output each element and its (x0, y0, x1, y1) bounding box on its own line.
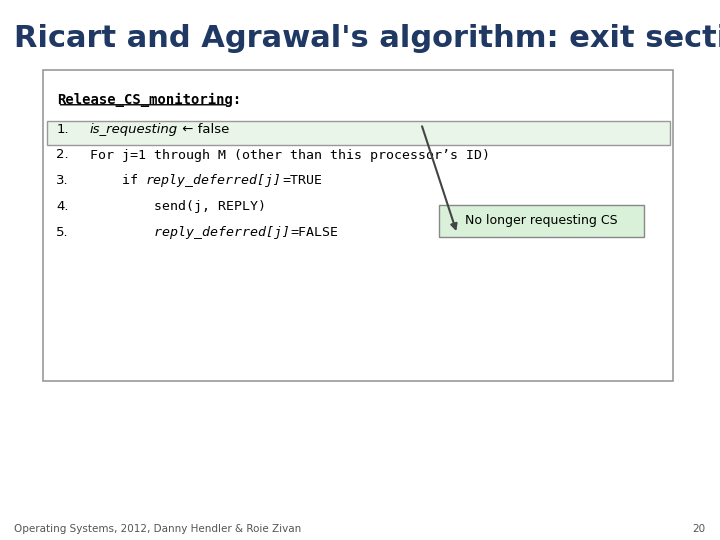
Text: 20: 20 (693, 523, 706, 534)
Text: is_requesting: is_requesting (90, 123, 178, 136)
Text: Operating Systems, 2012, Danny Hendler & Roie Zivan: Operating Systems, 2012, Danny Hendler &… (14, 523, 302, 534)
Text: reply_deferred[j]: reply_deferred[j] (90, 226, 290, 239)
Text: Release_CS_monitoring:: Release_CS_monitoring: (58, 93, 242, 107)
Text: 2.: 2. (56, 148, 69, 161)
Text: 3.: 3. (56, 174, 69, 187)
FancyBboxPatch shape (47, 121, 670, 145)
Text: reply_deferred[j]: reply_deferred[j] (146, 174, 282, 187)
Text: =TRUE: =TRUE (282, 174, 322, 187)
Text: For j=1 through M (other than this processor’s ID): For j=1 through M (other than this proce… (90, 148, 490, 161)
Text: =FALSE: =FALSE (290, 226, 338, 239)
Text: ← false: ← false (178, 123, 230, 136)
Text: Ricart and Agrawal's algorithm: exit section: Ricart and Agrawal's algorithm: exit sec… (14, 24, 720, 53)
Text: 5.: 5. (56, 226, 69, 239)
FancyBboxPatch shape (439, 205, 644, 237)
Text: send(j, REPLY): send(j, REPLY) (90, 200, 266, 213)
Text: 1.: 1. (56, 123, 69, 136)
Text: No longer requesting CS: No longer requesting CS (466, 214, 618, 227)
Text: if: if (90, 174, 146, 187)
Text: 4.: 4. (56, 200, 68, 213)
FancyBboxPatch shape (43, 70, 673, 381)
